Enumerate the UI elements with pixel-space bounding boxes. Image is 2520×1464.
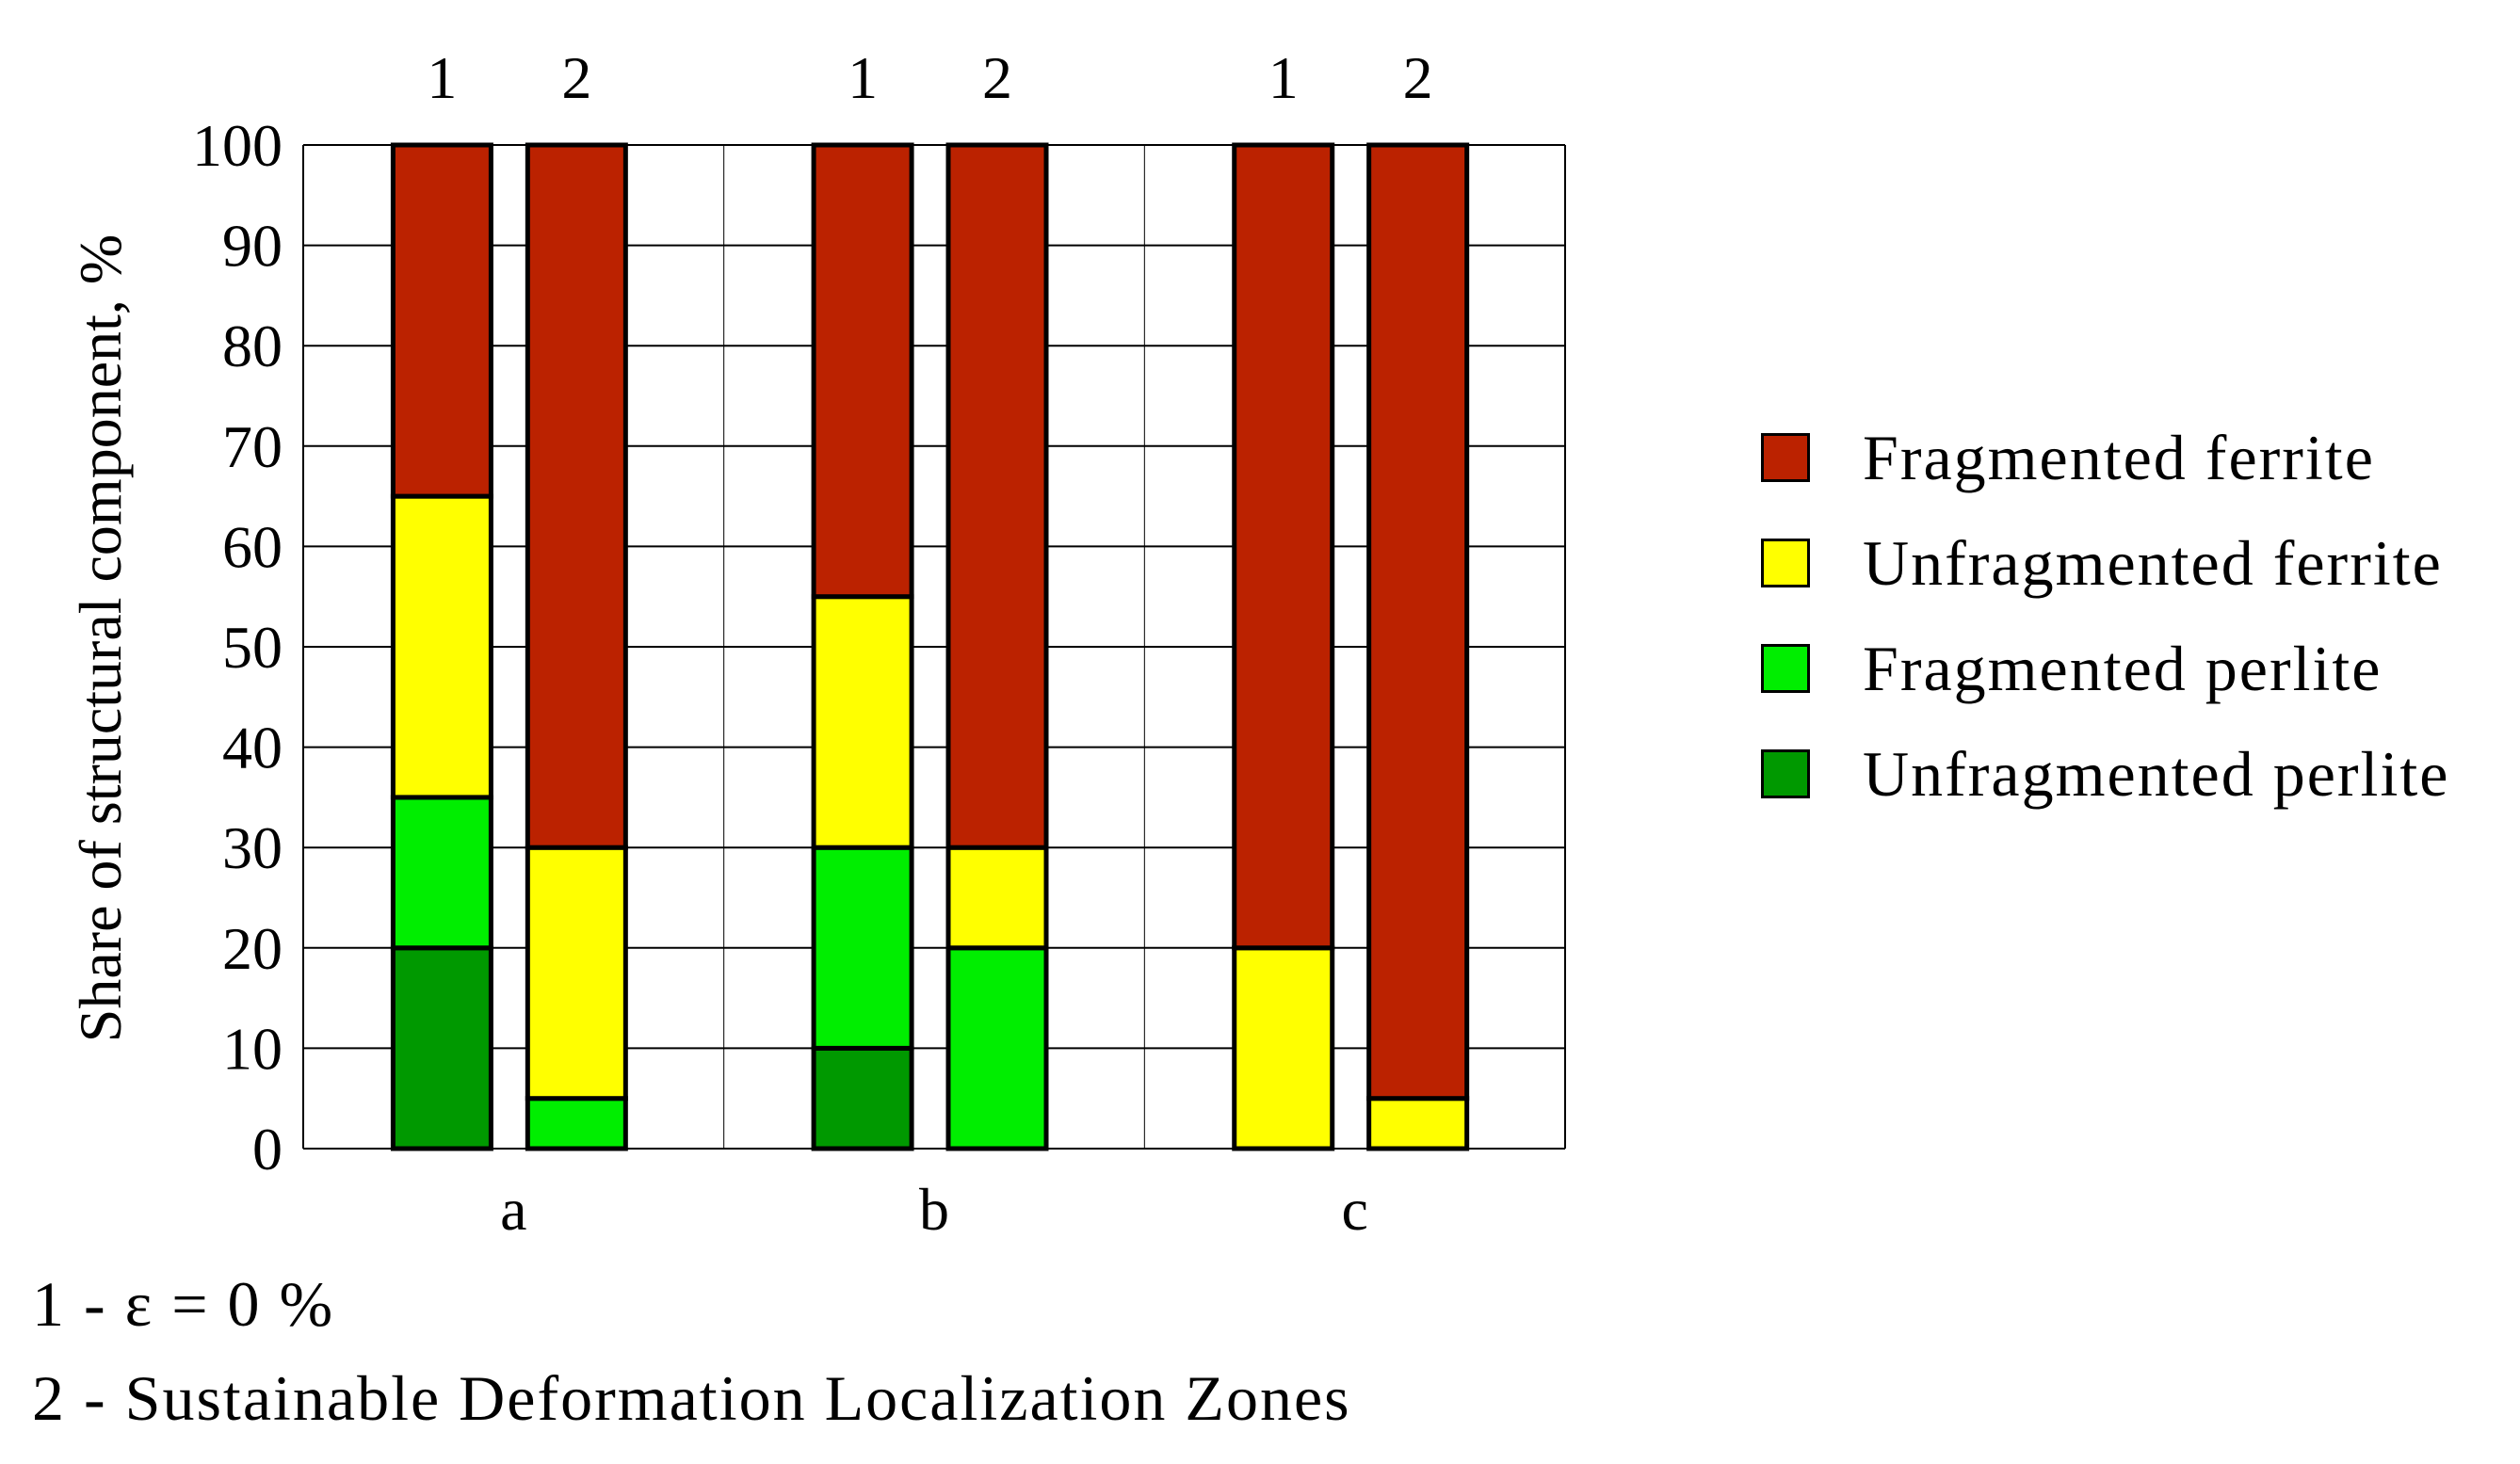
legend-item: Unfragmented perlite: [1761, 721, 2449, 827]
y-tick-label: 80: [222, 313, 283, 379]
legend-swatch: [1761, 539, 1810, 587]
bar-segment: [1232, 142, 1335, 951]
bars: [390, 142, 1470, 1151]
group-label: a: [500, 1176, 526, 1243]
y-tick-label: 40: [222, 715, 283, 781]
bar-segment: [945, 845, 1049, 951]
bar-segment: [390, 795, 493, 951]
bar-segment: [1232, 945, 1335, 1151]
bar-segment: [390, 493, 493, 800]
bar-segment: [1366, 142, 1470, 1102]
bar-label: 1: [427, 44, 457, 111]
grid: [302, 144, 1566, 1150]
labels: 0 10 20 30 40 50 60 70 80 90 100 1 2 a 1 2 b 1 2 c: [192, 44, 1433, 1243]
legend-swatch: [1761, 433, 1810, 482]
legend-label: Unfragmented ferrite: [1863, 526, 2443, 599]
group-label: c: [1341, 1176, 1367, 1243]
bar-label: 2: [561, 44, 591, 111]
legend-swatch: [1761, 749, 1810, 798]
y-tick-label: 100: [192, 112, 283, 179]
y-tick-label: 0: [252, 1116, 283, 1182]
bar-segment: [525, 1096, 628, 1151]
bar-segment: [390, 945, 493, 1151]
bar-label: 1: [1268, 44, 1299, 111]
group-label: b: [919, 1176, 949, 1243]
legend-swatch: [1761, 644, 1810, 693]
bar-segment: [1366, 1096, 1470, 1151]
bar-segment: [945, 945, 1049, 1151]
bar-segment: [525, 845, 628, 1102]
bar-segment: [811, 594, 914, 850]
legend-item: Fragmented ferrite: [1761, 405, 2449, 510]
bar-segment: [390, 142, 493, 499]
y-tick-label: 90: [222, 213, 283, 280]
y-tick-label: 30: [222, 814, 283, 881]
y-tick-label: 10: [222, 1015, 283, 1082]
legend-label: Fragmented ferrite: [1863, 421, 2375, 493]
footnotes: 1 - ε = 0 % 2 - Sustainable Deformation …: [32, 1257, 1351, 1445]
y-axis-title: Share of structural component, %: [67, 234, 134, 1042]
legend-item: Fragmented perlite: [1761, 616, 2449, 721]
bar-label: 2: [1403, 44, 1433, 111]
y-tick-label: 70: [222, 413, 283, 480]
bar-segment: [811, 845, 914, 1051]
footnote: 2 - Sustainable Deformation Localization…: [32, 1362, 1351, 1434]
bar-segment: [811, 1045, 914, 1151]
legend-label: Unfragmented perlite: [1863, 737, 2450, 810]
y-tick-label: 20: [222, 915, 283, 982]
bar-label: 1: [848, 44, 878, 111]
y-tick-label: 60: [222, 513, 283, 580]
bar-segment: [811, 142, 914, 600]
bar-segment: [525, 142, 628, 850]
legend: Fragmented ferrite Unfragmented ferrite …: [1761, 405, 2449, 827]
footnote: 1 - ε = 0 %: [32, 1268, 335, 1340]
legend-label: Fragmented perlite: [1863, 632, 2383, 704]
y-tick-label: 50: [222, 614, 283, 681]
bar-label: 2: [982, 44, 1012, 111]
bar-segment: [945, 142, 1049, 850]
legend-item: Unfragmented ferrite: [1761, 510, 2449, 616]
